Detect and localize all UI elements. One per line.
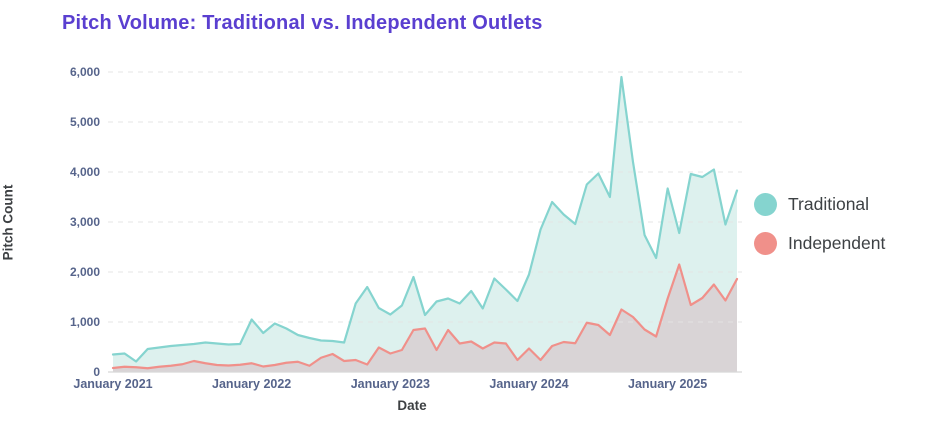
x-tick-label: January 2023	[350, 377, 430, 391]
chart-title: Pitch Volume: Traditional vs. Independen…	[62, 12, 543, 34]
legend: Traditional Independent	[754, 193, 885, 255]
y-tick-label: 3,000	[69, 215, 100, 229]
independent-swatch-icon	[754, 232, 777, 255]
y-tick-label: 2,000	[69, 265, 100, 279]
x-tick-label: January 2024	[489, 377, 569, 391]
y-tick-label: 1,000	[69, 315, 100, 329]
y-tick-label: 0	[93, 365, 100, 379]
x-axis-title: Date	[397, 398, 427, 413]
legend-item-traditional[interactable]: Traditional	[754, 193, 885, 216]
legend-label: Independent	[788, 233, 886, 253]
y-tick-label: 5,000	[69, 115, 100, 129]
x-tick-label: January 2025	[628, 377, 708, 391]
legend-label: Traditional	[788, 194, 870, 214]
y-axis-title: Pitch Count	[0, 184, 16, 261]
y-tick-label: 6,000	[69, 65, 100, 79]
x-tick-label: January 2022	[212, 377, 292, 391]
traditional-swatch-icon	[754, 193, 777, 216]
legend-item-independent[interactable]: Independent	[754, 232, 885, 255]
y-tick-label: 4,000	[69, 165, 100, 179]
x-tick-label: January 2021	[73, 377, 153, 391]
